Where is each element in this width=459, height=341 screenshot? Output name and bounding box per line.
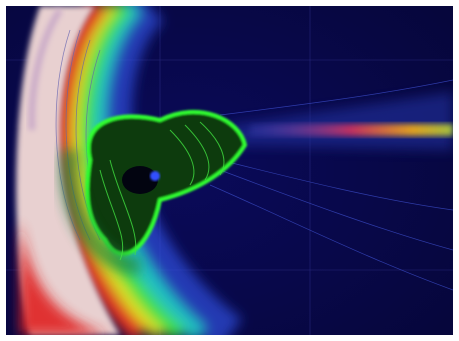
tail-sheet: [250, 124, 453, 136]
image-frame: [0, 0, 459, 341]
magnetosphere-image: [0, 0, 459, 341]
scene: [6, 6, 453, 335]
